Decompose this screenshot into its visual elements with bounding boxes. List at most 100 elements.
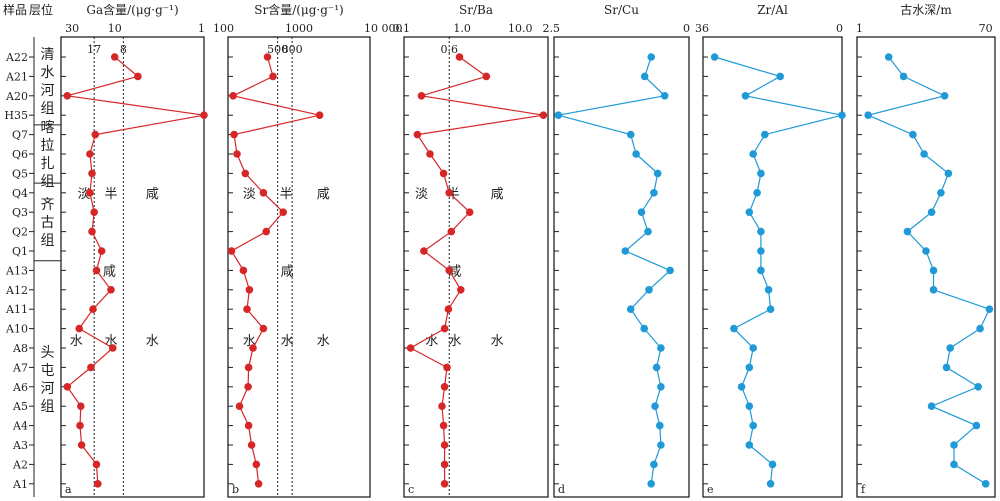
data-point <box>259 324 268 333</box>
data-point <box>884 53 893 61</box>
data-point <box>650 189 658 197</box>
data-point <box>637 208 646 216</box>
series-line <box>558 56 672 484</box>
data-point <box>626 305 635 314</box>
data-point <box>632 150 640 158</box>
sample-label: H35 <box>4 109 28 122</box>
data-point <box>666 266 674 275</box>
data-point <box>63 383 72 391</box>
zone-label: 水 <box>317 334 330 349</box>
data-point <box>656 421 664 430</box>
data-point <box>263 53 272 61</box>
panel-letter: b <box>232 483 239 496</box>
axis-tick-label: 1 <box>856 22 863 35</box>
data-point <box>749 421 757 430</box>
panel-frame <box>702 36 843 498</box>
data-point <box>86 150 94 158</box>
sample-label: Q6 <box>12 148 28 161</box>
sample-label: A10 <box>5 323 28 336</box>
zone-label: 水 <box>491 334 504 349</box>
data-point <box>249 344 257 352</box>
sample-label: A6 <box>12 381 28 394</box>
data-point <box>230 130 238 139</box>
data-point <box>420 247 428 255</box>
threshold-label: 800 <box>282 43 303 56</box>
sample-label: Q2 <box>12 226 28 239</box>
threshold-label: 17 <box>87 43 101 56</box>
data-point <box>244 421 253 430</box>
data-point <box>94 480 102 488</box>
zone-label: 半 <box>105 187 118 202</box>
axis-tick-label: 10.0 <box>508 22 533 35</box>
data-point <box>227 247 236 255</box>
formation-char: 组 <box>41 174 55 190</box>
series-line <box>409 56 544 484</box>
formation-char: 河 <box>41 83 55 99</box>
panel-b: Sr含量/(μg·g⁻¹)100 1000 10 000500800淡半咸咸水水水b <box>213 2 403 498</box>
data-point <box>950 441 958 449</box>
sample-label: A2 <box>12 458 28 471</box>
panel-letter: e <box>707 483 714 496</box>
data-point <box>440 383 449 391</box>
threshold-label: 0.6 <box>440 43 458 56</box>
sample-label: Q4 <box>12 187 28 200</box>
zone-label: 水 <box>448 334 461 349</box>
data-point <box>838 111 846 119</box>
data-point <box>244 363 253 372</box>
data-point <box>940 92 949 100</box>
series-line <box>866 56 991 485</box>
data-point <box>644 227 652 236</box>
data-point <box>909 130 917 139</box>
zone-label: 咸 <box>317 187 330 202</box>
data-point <box>927 402 936 411</box>
zone-label: 咸 <box>146 187 159 202</box>
data-point <box>92 460 101 469</box>
data-point <box>244 383 252 391</box>
data-point <box>259 189 268 197</box>
data-point <box>235 402 244 411</box>
data-point <box>245 286 254 294</box>
data-point <box>757 169 765 178</box>
data-point <box>86 189 94 197</box>
data-point <box>981 480 990 488</box>
sample-label: A5 <box>12 400 28 413</box>
zone-label: 水 <box>70 334 83 349</box>
panel-title: Sr含量/(μg·g⁻¹) <box>254 2 344 17</box>
axis-tick-label: 10 <box>108 22 122 35</box>
formation-char: 扎 <box>41 156 55 172</box>
data-point <box>922 247 930 255</box>
data-point <box>254 480 263 488</box>
formation-char: 头 <box>41 345 55 361</box>
data-point <box>447 227 456 236</box>
sample-label: Q7 <box>12 129 28 142</box>
data-point <box>920 150 928 158</box>
data-point <box>899 72 908 81</box>
data-point <box>761 130 769 139</box>
axis-tick-label: 2.5 <box>543 22 561 35</box>
formation-char: 清 <box>41 47 55 63</box>
panel-frame <box>60 36 205 498</box>
formation-char: 组 <box>41 233 55 249</box>
data-point <box>252 460 261 469</box>
data-point <box>445 189 454 197</box>
data-point <box>657 344 665 352</box>
panel-letter: a <box>65 483 72 496</box>
data-point <box>444 305 453 314</box>
data-point <box>239 266 248 275</box>
data-point <box>440 460 449 469</box>
data-point <box>438 402 446 411</box>
axis-tick-label: 0 <box>683 22 690 35</box>
data-point <box>134 72 142 81</box>
data-point <box>651 402 659 411</box>
panel-frame <box>553 36 690 498</box>
axis-tick-label: 0.1 <box>393 22 411 35</box>
sample-label: Q5 <box>12 167 28 180</box>
data-point <box>745 402 754 411</box>
sample-label: A21 <box>5 70 28 83</box>
data-point <box>241 169 250 178</box>
data-point <box>766 480 775 488</box>
formation-char: 拉 <box>41 138 55 154</box>
header-sample: 样品 <box>3 2 27 17</box>
threshold-label: 500 <box>267 43 288 56</box>
data-point <box>737 383 746 391</box>
